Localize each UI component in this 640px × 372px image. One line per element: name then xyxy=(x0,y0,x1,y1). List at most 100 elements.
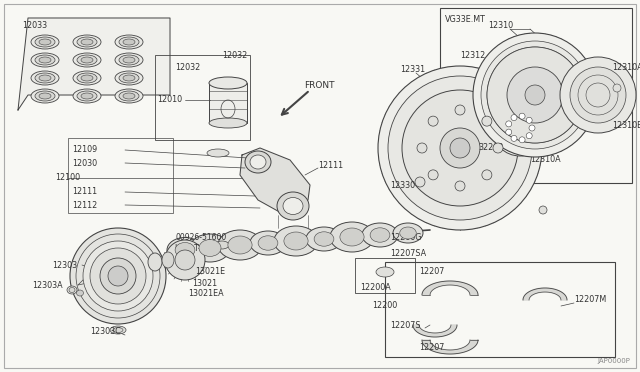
Ellipse shape xyxy=(277,192,309,220)
Ellipse shape xyxy=(119,73,139,83)
Ellipse shape xyxy=(115,35,143,49)
Circle shape xyxy=(417,143,427,153)
Ellipse shape xyxy=(274,226,318,256)
Ellipse shape xyxy=(31,89,59,103)
Polygon shape xyxy=(413,325,457,337)
Circle shape xyxy=(455,105,465,115)
Text: 12112: 12112 xyxy=(72,201,97,209)
Circle shape xyxy=(108,266,128,286)
Circle shape xyxy=(506,129,512,135)
Polygon shape xyxy=(523,288,567,300)
Circle shape xyxy=(428,116,438,126)
Ellipse shape xyxy=(123,75,135,81)
Ellipse shape xyxy=(35,37,55,47)
Circle shape xyxy=(482,116,492,126)
Text: 13021: 13021 xyxy=(192,279,217,288)
Ellipse shape xyxy=(123,93,135,99)
Text: VG33E.MT: VG33E.MT xyxy=(445,16,486,25)
Text: 32202: 32202 xyxy=(478,144,504,153)
Ellipse shape xyxy=(31,71,59,85)
Circle shape xyxy=(519,137,525,143)
Circle shape xyxy=(165,240,205,280)
Text: 00926-51600: 00926-51600 xyxy=(175,234,227,243)
Circle shape xyxy=(493,143,503,153)
Ellipse shape xyxy=(81,93,93,99)
Ellipse shape xyxy=(31,53,59,67)
Ellipse shape xyxy=(77,55,97,65)
Ellipse shape xyxy=(110,326,126,334)
Text: 12200: 12200 xyxy=(372,301,397,310)
Text: 12200G: 12200G xyxy=(390,234,422,243)
Circle shape xyxy=(100,258,136,294)
Polygon shape xyxy=(240,148,310,215)
Ellipse shape xyxy=(393,223,423,243)
Ellipse shape xyxy=(314,232,334,246)
Ellipse shape xyxy=(400,227,416,239)
Circle shape xyxy=(378,66,542,230)
Text: FRONT: FRONT xyxy=(304,80,335,90)
Ellipse shape xyxy=(81,57,93,63)
Ellipse shape xyxy=(162,252,174,268)
Text: 12312: 12312 xyxy=(460,51,485,60)
Text: KEY  T-(2): KEY T-(2) xyxy=(175,244,211,253)
Ellipse shape xyxy=(190,234,230,262)
Text: 12310: 12310 xyxy=(488,22,513,31)
Circle shape xyxy=(560,57,636,133)
Circle shape xyxy=(450,138,470,158)
Text: 12207M: 12207M xyxy=(574,295,606,305)
Text: 12310A: 12310A xyxy=(612,64,640,73)
Ellipse shape xyxy=(370,228,390,242)
Text: 12207: 12207 xyxy=(419,267,445,276)
Circle shape xyxy=(507,67,563,123)
Bar xyxy=(209,83,247,123)
Ellipse shape xyxy=(376,267,394,277)
Ellipse shape xyxy=(218,230,262,260)
Bar xyxy=(355,258,415,293)
Text: 13021EA: 13021EA xyxy=(188,289,223,298)
Text: 12310A: 12310A xyxy=(530,155,561,164)
Ellipse shape xyxy=(73,71,101,85)
Ellipse shape xyxy=(73,89,101,103)
Text: JAP0000P: JAP0000P xyxy=(597,358,630,364)
Text: 12100: 12100 xyxy=(55,173,80,183)
Text: 12330: 12330 xyxy=(390,180,415,189)
Circle shape xyxy=(492,100,548,156)
Ellipse shape xyxy=(77,290,83,296)
Ellipse shape xyxy=(209,118,247,128)
Circle shape xyxy=(502,110,538,146)
Ellipse shape xyxy=(228,236,252,254)
Circle shape xyxy=(415,177,425,187)
Text: 12032: 12032 xyxy=(175,64,200,73)
Ellipse shape xyxy=(175,243,195,257)
Ellipse shape xyxy=(67,286,77,294)
Ellipse shape xyxy=(39,39,51,45)
Ellipse shape xyxy=(39,93,51,99)
Bar xyxy=(440,8,632,183)
Ellipse shape xyxy=(119,55,139,65)
Ellipse shape xyxy=(306,227,342,251)
Ellipse shape xyxy=(119,37,139,47)
Ellipse shape xyxy=(340,228,364,246)
Ellipse shape xyxy=(123,39,135,45)
Text: 12303: 12303 xyxy=(52,260,77,269)
Circle shape xyxy=(511,115,517,121)
Text: 12207S: 12207S xyxy=(390,321,420,330)
Text: 12207: 12207 xyxy=(419,343,445,352)
Ellipse shape xyxy=(199,240,221,256)
Ellipse shape xyxy=(167,237,203,263)
Ellipse shape xyxy=(250,155,266,169)
Circle shape xyxy=(402,90,518,206)
Ellipse shape xyxy=(77,91,97,101)
Text: 13021E: 13021E xyxy=(195,267,225,276)
Bar xyxy=(155,55,250,140)
Circle shape xyxy=(440,128,480,168)
Circle shape xyxy=(473,33,597,157)
Circle shape xyxy=(570,67,626,123)
Ellipse shape xyxy=(77,37,97,47)
Bar xyxy=(68,138,173,213)
Ellipse shape xyxy=(81,75,93,81)
Polygon shape xyxy=(18,18,170,110)
Ellipse shape xyxy=(209,77,247,89)
Ellipse shape xyxy=(35,73,55,83)
Circle shape xyxy=(519,113,525,119)
